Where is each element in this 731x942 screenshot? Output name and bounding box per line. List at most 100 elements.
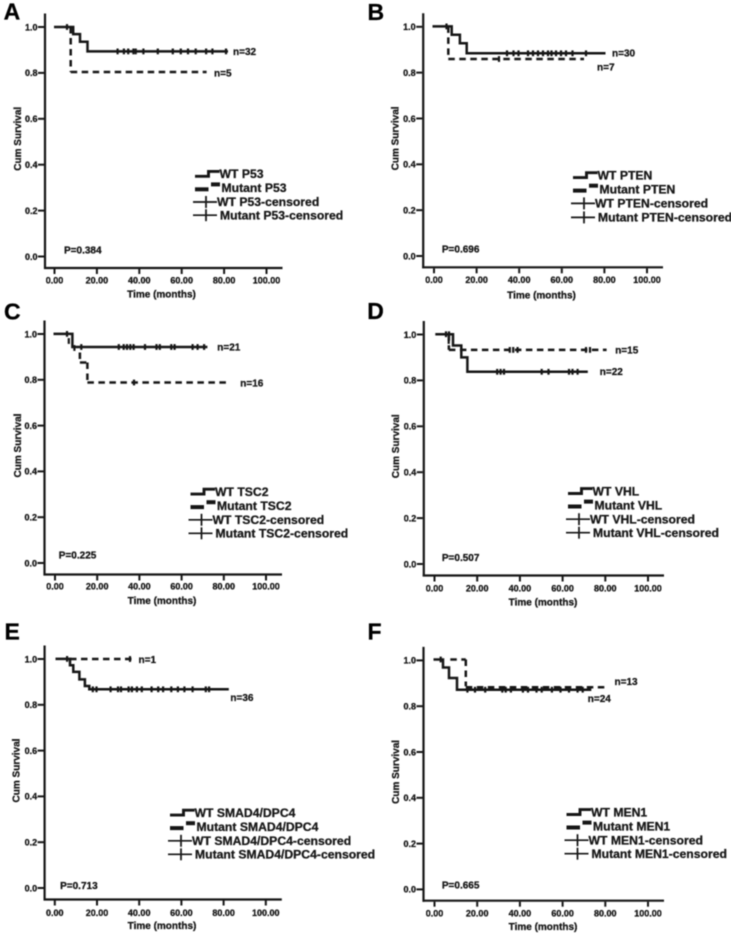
svg-text:40.00: 40.00 [508,275,531,285]
svg-text:100.00: 100.00 [252,908,280,918]
svg-text:0.4: 0.4 [403,793,416,803]
svg-text:1.0: 1.0 [403,22,416,32]
svg-text:0.2: 0.2 [403,839,416,849]
svg-text:Mutant TSC2-censored: Mutant TSC2-censored [216,527,349,541]
svg-text:60.00: 60.00 [551,909,574,919]
svg-text:0.0: 0.0 [24,558,37,568]
svg-text:80.00: 80.00 [213,276,236,286]
svg-text:0.2: 0.2 [24,513,37,523]
svg-text:40.00: 40.00 [128,582,151,592]
svg-text:P=0.384: P=0.384 [64,246,102,257]
svg-text:100.00: 100.00 [252,582,280,592]
svg-text:80.00: 80.00 [213,582,236,592]
svg-text:100.00: 100.00 [633,275,661,285]
svg-text:40.00: 40.00 [509,584,532,594]
svg-text:P=0.665: P=0.665 [442,881,480,892]
svg-text:WT TSC2: WT TSC2 [215,485,269,499]
svg-text:40.00: 40.00 [128,908,151,918]
svg-text:Time (months): Time (months) [128,921,197,932]
svg-text:Mutant P53: Mutant P53 [222,181,287,195]
svg-text:0.8: 0.8 [25,68,38,78]
svg-text:0.6: 0.6 [25,114,38,124]
svg-text:0.8: 0.8 [24,375,37,385]
svg-text:n=5: n=5 [214,69,232,80]
svg-text:20.00: 20.00 [86,276,109,286]
svg-text:0.4: 0.4 [24,467,37,477]
svg-text:Cum Survival: Cum Survival [13,107,24,171]
svg-text:0.8: 0.8 [403,702,416,712]
svg-text:0.4: 0.4 [25,160,38,170]
svg-text:0.4: 0.4 [25,792,38,802]
svg-text:1.0: 1.0 [404,330,417,340]
svg-text:0.2: 0.2 [25,206,38,216]
svg-text:Time (months): Time (months) [128,596,197,607]
svg-text:0.6: 0.6 [404,422,417,432]
svg-text:Mutant MEN1: Mutant MEN1 [593,819,670,833]
svg-text:WT TSC2-censored: WT TSC2-censored [213,513,325,527]
svg-text:n=24: n=24 [588,694,612,705]
svg-text:0.6: 0.6 [24,421,37,431]
svg-text:0.00: 0.00 [46,276,64,286]
svg-text:0.2: 0.2 [404,513,417,523]
svg-text:WT SMAD4/DPC4-censored: WT SMAD4/DPC4-censored [192,834,351,848]
svg-text:Mutant VHL: Mutant VHL [595,498,663,512]
svg-text:20.00: 20.00 [86,908,109,918]
svg-text:Time (months): Time (months) [509,922,578,933]
svg-text:60.00: 60.00 [170,582,193,592]
svg-text:100.00: 100.00 [634,909,662,919]
svg-text:0.00: 0.00 [426,584,444,594]
svg-text:Mutant VHL-censored: Mutant VHL-censored [593,526,719,540]
svg-text:80.00: 80.00 [594,584,617,594]
svg-text:0.0: 0.0 [25,252,38,262]
svg-text:100.00: 100.00 [634,584,662,594]
svg-text:Time (months): Time (months) [507,291,576,302]
svg-text:WT VHL-censored: WT VHL-censored [590,512,695,526]
svg-text:80.00: 80.00 [593,275,616,285]
svg-text:60.00: 60.00 [551,584,574,594]
svg-text:P=0.225: P=0.225 [59,551,97,562]
svg-text:20.00: 20.00 [86,582,109,592]
svg-text:0.8: 0.8 [25,700,38,710]
svg-text:WT MEN1-censored: WT MEN1-censored [589,833,703,847]
svg-text:n=32: n=32 [233,47,257,58]
svg-text:Time (months): Time (months) [509,598,578,609]
svg-text:WT P53: WT P53 [220,167,264,181]
svg-text:Mutant SMAD4/DPC4-censored: Mutant SMAD4/DPC4-censored [195,848,375,862]
svg-text:WT MEN1: WT MEN1 [591,805,647,819]
svg-text:E: E [5,619,20,645]
svg-text:1.0: 1.0 [25,654,38,664]
svg-text:Mutant PTEN: Mutant PTEN [600,183,676,197]
svg-text:60.00: 60.00 [170,276,193,286]
svg-text:Mutant TSC2: Mutant TSC2 [217,499,292,513]
svg-text:0.4: 0.4 [404,468,417,478]
svg-text:0.8: 0.8 [403,68,416,78]
svg-text:n=36: n=36 [230,693,254,704]
svg-text:n=22: n=22 [600,367,624,378]
svg-text:F: F [368,619,382,645]
svg-text:Cum Survival: Cum Survival [391,414,402,478]
svg-text:0.0: 0.0 [404,559,417,569]
svg-text:0.6: 0.6 [25,746,38,756]
svg-text:Cum Survival: Cum Survival [13,413,24,477]
svg-text:n=1: n=1 [139,655,157,666]
svg-text:0.0: 0.0 [403,251,416,261]
svg-text:0.00: 0.00 [426,909,444,919]
svg-text:60.00: 60.00 [551,275,574,285]
svg-text:Mutant SMAD4/DPC4: Mutant SMAD4/DPC4 [197,820,319,834]
svg-text:100.00: 100.00 [253,276,281,286]
svg-text:WT PTEN: WT PTEN [598,169,653,183]
svg-text:Mutant P53-censored: Mutant P53-censored [220,208,343,222]
svg-text:WT PTEN-censored: WT PTEN-censored [595,197,708,211]
svg-text:WT SMAD4/DPC4: WT SMAD4/DPC4 [195,806,296,820]
svg-text:0.00: 0.00 [425,275,443,285]
svg-text:WT VHL: WT VHL [593,484,640,498]
svg-text:0.8: 0.8 [404,376,417,386]
svg-text:n=30: n=30 [612,48,636,59]
svg-text:0.6: 0.6 [403,114,416,124]
svg-text:0.00: 0.00 [46,908,64,918]
svg-text:60.00: 60.00 [170,908,193,918]
svg-text:P=0.713: P=0.713 [60,881,98,892]
svg-text:1.0: 1.0 [403,656,416,666]
svg-text:1.0: 1.0 [24,329,37,339]
svg-text:Mutant PTEN-censored: Mutant PTEN-censored [598,211,731,225]
